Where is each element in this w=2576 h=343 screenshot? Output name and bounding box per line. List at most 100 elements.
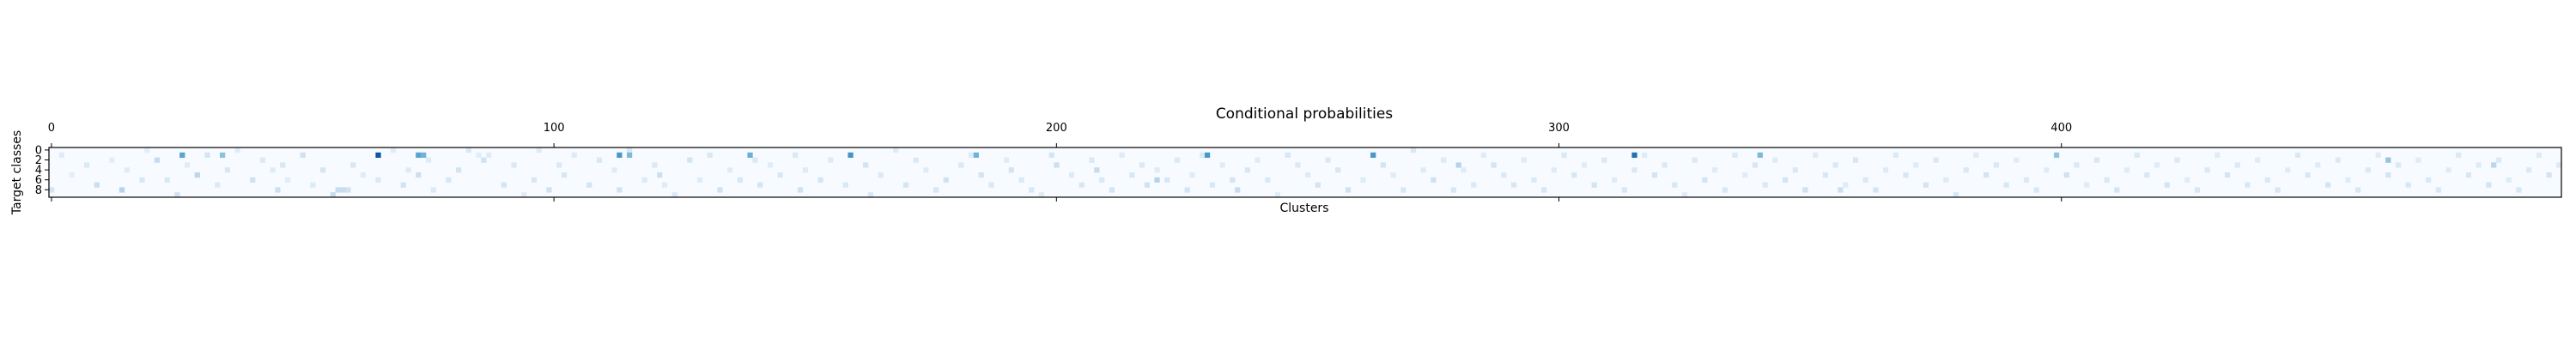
heatmap-cell: [234, 147, 240, 153]
heatmap-cell: [1455, 162, 1461, 168]
heatmap-cell: [1008, 167, 1014, 173]
heatmap-cell: [2245, 182, 2251, 188]
y-axis-label: Target classes: [10, 130, 24, 215]
heatmap-cell: [671, 192, 677, 198]
heatmap-cell: [219, 152, 226, 158]
heatmap-cell: [1154, 167, 1160, 173]
heatmap-cell: [1838, 187, 1844, 193]
heatmap-cell: [275, 187, 281, 193]
heatmap-cell: [446, 177, 452, 183]
heatmap-cell: [2093, 157, 2100, 163]
heatmap-cell: [802, 167, 809, 173]
heatmap-cell: [626, 147, 633, 153]
x-tick-label: 0: [48, 122, 55, 135]
heatmap-cell: [2234, 162, 2240, 168]
heatmap-cell: [164, 177, 170, 183]
heatmap-cell: [456, 167, 462, 173]
heatmap-cell: [626, 152, 633, 158]
heatmap-cell: [1038, 192, 1045, 198]
heatmap-cell: [1219, 162, 1225, 168]
heatmap-cell: [1431, 177, 1437, 183]
heatmap-cell: [2324, 182, 2331, 188]
heatmap-cell: [2486, 182, 2492, 188]
heatmap-cell: [596, 157, 603, 163]
heatmap-cell: [390, 147, 397, 153]
heatmap-cell: [1984, 172, 1990, 178]
y-tick-label: 0: [35, 144, 42, 157]
heatmap-cell: [988, 182, 994, 188]
heatmap-cell: [2491, 162, 2497, 168]
heatmap-cell: [1089, 157, 1095, 163]
heatmap-cell: [1722, 187, 1728, 193]
heatmap-cell: [1822, 172, 1829, 178]
heatmap-cell: [2174, 157, 2180, 163]
heatmap-cell: [2495, 157, 2502, 163]
heatmap-cell: [1832, 162, 1838, 168]
heatmap-cell: [501, 182, 507, 188]
heatmap-cell: [2154, 162, 2160, 168]
heatmap-cell: [797, 187, 804, 193]
heatmap-cell: [416, 152, 422, 158]
heatmap-cell: [793, 152, 799, 158]
heatmap-cell: [978, 172, 984, 178]
heatmap-cell: [1782, 177, 1789, 183]
y-tick-label: 8: [35, 184, 42, 197]
y-tick-label: 6: [35, 174, 42, 187]
heatmap-cell: [1651, 172, 1658, 178]
heatmap-cell: [1873, 187, 1879, 193]
heatmap-cell: [1164, 177, 1170, 183]
heatmap-cell: [2385, 172, 2391, 178]
heatmap-cell: [968, 152, 975, 158]
heatmap-cell: [58, 152, 64, 158]
heatmap-cell: [2355, 187, 2361, 193]
heatmap-cell: [400, 182, 406, 188]
heatmap-cell: [878, 172, 884, 178]
heatmap-cell: [1450, 187, 1456, 193]
heatmap-cell: [2476, 162, 2482, 168]
heatmap-cell: [1852, 157, 1859, 163]
heatmap-cell: [1200, 152, 1206, 158]
heatmap-cell: [1772, 157, 1778, 163]
heatmap-cell: [69, 172, 75, 178]
heatmap-cell: [1068, 172, 1075, 178]
heatmap-cell: [1285, 152, 1291, 158]
heatmap-cell: [1054, 162, 1060, 168]
heatmap-cell: [2275, 187, 2281, 193]
heatmap-cell: [154, 157, 161, 163]
heatmap-cell: [1471, 182, 1477, 188]
heatmap-cell: [958, 162, 964, 168]
heatmap-cell: [1813, 152, 1819, 158]
heatmap-cell: [1244, 167, 1251, 173]
heatmap-cell: [300, 152, 306, 158]
heatmap-cell: [1295, 162, 1301, 168]
y-tick-label: 4: [35, 165, 42, 178]
heatmap-cell: [2023, 177, 2030, 183]
heatmap-cell: [2536, 152, 2542, 158]
heatmap-cell: [1325, 157, 1331, 163]
heatmap-cell: [1029, 187, 1035, 193]
heatmap-cell: [1345, 187, 1352, 193]
heatmap-cell: [1501, 172, 1507, 178]
heatmap-cell: [340, 187, 346, 193]
heatmap-cell: [1204, 152, 1211, 158]
heatmap-cell: [1048, 152, 1054, 158]
heatmap-cell: [2204, 167, 2210, 173]
heatmap-cell: [1305, 172, 1311, 178]
heatmap-cell: [1561, 152, 1567, 158]
heatmap-cell: [1099, 177, 1105, 183]
heatmap-cell: [2395, 162, 2402, 168]
heatmap-cell: [109, 157, 115, 163]
heatmap-cell: [1963, 167, 1969, 173]
heatmap-cell: [481, 157, 487, 163]
heatmap-cell: [430, 187, 436, 193]
heatmap-cell: [973, 152, 980, 158]
x-tick-label: 400: [2050, 122, 2072, 135]
heatmap-cell: [416, 172, 422, 178]
heatmap-cell: [1139, 162, 1145, 168]
heatmap-cell: [767, 162, 774, 168]
x-tick-label: 300: [1548, 122, 1570, 135]
heatmap-cell: [727, 167, 733, 173]
heatmap-cell: [717, 187, 723, 193]
heatmap-cell: [83, 162, 90, 168]
